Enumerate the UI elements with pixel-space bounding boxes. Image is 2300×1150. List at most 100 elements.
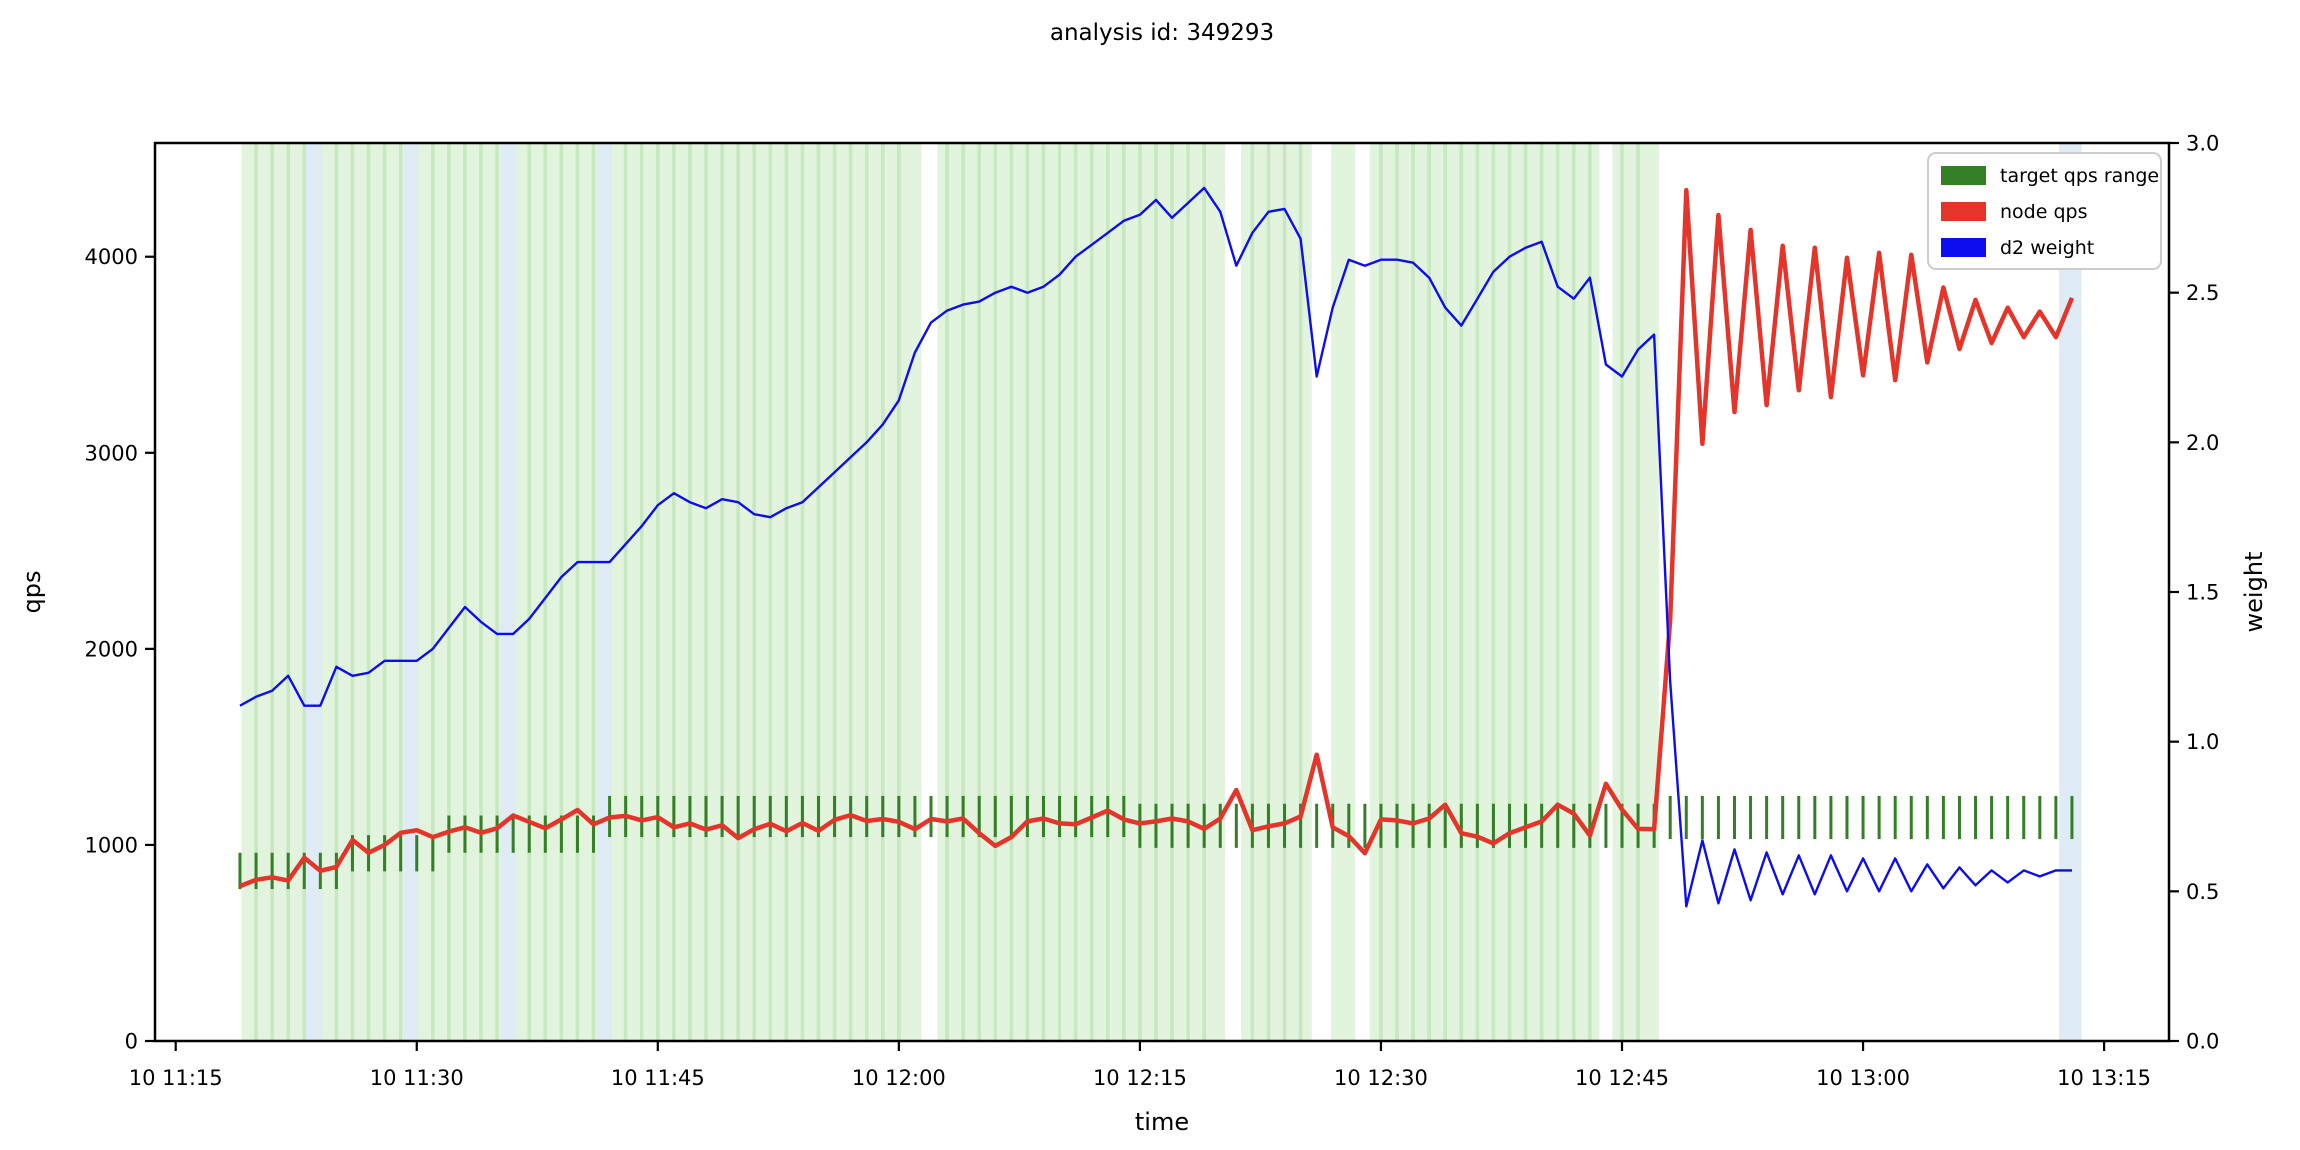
minute-stripe [1154, 143, 1158, 1041]
minute-stripe [623, 143, 628, 1041]
x-tick-label: 10 12:45 [1575, 1066, 1669, 1090]
highlight-band [596, 143, 612, 1041]
minute-stripe [688, 143, 692, 1041]
minute-stripe [1555, 143, 1560, 1041]
minute-stripe [1379, 143, 1383, 1041]
minute-stripe [1138, 143, 1142, 1041]
minute-stripe [832, 143, 837, 1041]
legend-swatch-target-qps-range [1941, 166, 1986, 185]
minute-stripe [1057, 143, 1062, 1041]
minute-stripe [479, 143, 483, 1041]
legend-label: target qps range [2000, 165, 2159, 187]
minute-stripe [977, 143, 981, 1041]
minute-stripe [720, 143, 724, 1041]
minute-stripe [1571, 143, 1576, 1041]
minute-stripe [1588, 143, 1592, 1041]
minute-stripe [559, 143, 564, 1041]
legend-item-node-qps: node qps [1941, 201, 2087, 223]
minute-stripe [768, 143, 773, 1041]
x-tick-label: 10 11:15 [129, 1066, 223, 1090]
minute-stripe [1282, 143, 1287, 1041]
minute-stripe [398, 143, 403, 1041]
plot-layers: 10 11:15 10 11:30 10 11:45 10 12:00 10 12:15… [85, 132, 2220, 1091]
legend-label: node qps [2000, 201, 2087, 223]
y-tick-label-qps: 0 [125, 1030, 138, 1054]
minute-stripe [945, 143, 949, 1041]
minute-stripe [1073, 143, 1078, 1041]
x-axis-label: time [1135, 1108, 1189, 1136]
minute-stripe [1202, 143, 1206, 1041]
minute-stripe [1170, 143, 1174, 1041]
y-tick-label-weight: 3.0 [2186, 132, 2219, 156]
target-active-band [937, 143, 1226, 1041]
y-tick-label-qps: 3000 [85, 441, 138, 465]
target-active-band [1331, 143, 1356, 1041]
highlight-band [305, 143, 322, 1041]
minute-stripe [897, 143, 901, 1041]
x-tick-label: 10 12:30 [1334, 1066, 1428, 1090]
minute-stripe [800, 143, 805, 1041]
legend-item-target-qps-range: target qps range [1941, 165, 2159, 187]
plot-frame: analysis id: 349293 time qps weight [18, 20, 2268, 1136]
minute-stripe [1250, 143, 1255, 1041]
y-axis-label-qps: qps [18, 571, 46, 614]
y-tick-label-qps: 1000 [85, 833, 138, 857]
minute-stripe [656, 143, 660, 1041]
y-tick-label-weight: 0.0 [2186, 1030, 2219, 1054]
minute-stripe [1491, 143, 1496, 1041]
minute-stripe [1523, 143, 1528, 1041]
minute-stripe [1459, 143, 1464, 1041]
target-active-band [241, 143, 922, 1041]
minute-stripe [1186, 143, 1190, 1041]
minute-stripe [463, 143, 467, 1041]
minute-stripe [254, 143, 258, 1041]
y-tick-label-qps: 4000 [85, 245, 138, 269]
minute-stripe [816, 143, 821, 1041]
minute-stripe [1105, 143, 1110, 1041]
minute-stripe [302, 143, 307, 1041]
highlight-band [2059, 143, 2082, 1041]
minute-stripe [1411, 143, 1415, 1041]
minute-stripe [1620, 143, 1624, 1041]
y-axis-label-weight: weight [2240, 552, 2268, 633]
minute-stripe [639, 143, 644, 1041]
minute-stripe [1266, 143, 1271, 1041]
legend-item-d2-weight: d2 weight [1941, 237, 2094, 259]
minute-stripe [1009, 143, 1014, 1041]
minute-stripe [1298, 143, 1303, 1041]
minute-stripe [784, 143, 789, 1041]
y-tick-label-weight: 1.5 [2186, 581, 2219, 605]
minute-stripe [1507, 143, 1512, 1041]
y-tick-label-weight: 2.0 [2186, 431, 2219, 455]
legend: target qps range node qps d2 weight [1927, 152, 2162, 270]
chart-title: analysis id: 349293 [1050, 20, 1274, 46]
minute-stripe [1443, 143, 1448, 1041]
minute-stripe [880, 143, 885, 1041]
legend-swatch-d2-weight [1941, 238, 1986, 257]
legend-label: d2 weight [2000, 237, 2094, 259]
x-tick-label: 10 13:15 [2057, 1066, 2151, 1090]
minute-stripe [270, 143, 274, 1041]
minute-stripe [1089, 143, 1094, 1041]
minute-stripe [334, 143, 339, 1041]
minute-stripe [495, 143, 499, 1041]
minute-stripe [1475, 143, 1480, 1041]
highlight-band [403, 143, 419, 1041]
minute-stripe [286, 143, 290, 1041]
minute-stripe [961, 143, 965, 1041]
minute-stripe [1041, 143, 1046, 1041]
x-tick-label: 10 11:45 [611, 1066, 705, 1090]
minute-stripe [1636, 143, 1640, 1041]
highlight-band [500, 143, 517, 1041]
minute-stripe [704, 143, 708, 1041]
minute-stripe [848, 143, 853, 1041]
node-qps-line [239, 187, 2075, 889]
d2-weight-line [239, 186, 2072, 908]
minute-stripe [431, 143, 435, 1041]
minute-stripe [527, 143, 532, 1041]
legend-swatch-node-qps [1941, 202, 1986, 221]
minute-stripe [543, 143, 548, 1041]
x-tick-label: 10 11:30 [370, 1066, 464, 1090]
y-tick-label-weight: 0.5 [2186, 880, 2219, 904]
